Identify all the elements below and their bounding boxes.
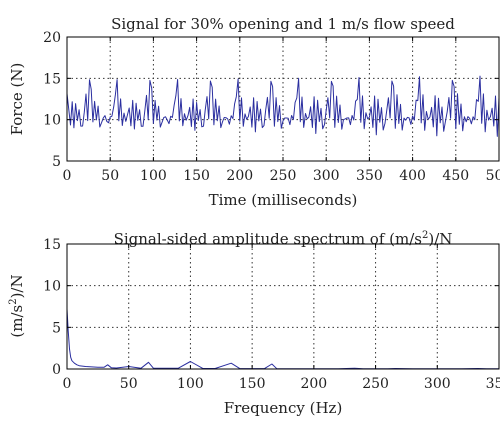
axis-ticks: 0 50 100 150 200 250 300 350 400 450 500 5 10 15 20 [43,30,500,184]
y-tick-label: 10 [43,279,61,295]
y-tick-label: 15 [43,237,61,253]
force-signal-line [66,75,500,137]
x-tick-label: 350 [486,376,500,392]
x-tick-label: 100 [140,168,167,184]
chart-title: Signal-sided amplitude spectrum of (m/s2… [114,230,453,248]
gridlines [67,37,499,161]
x-tick-label: 300 [424,376,451,392]
gridlines [67,244,499,369]
x-tick-label: 50 [101,168,119,184]
y-tick-label: 5 [52,154,61,170]
spectrum-line [66,308,499,370]
x-axis-label: Frequency (Hz) [224,399,343,417]
x-tick-label: 150 [239,376,266,392]
x-tick-label: 400 [399,168,426,184]
y-tick-label: 20 [43,30,61,46]
x-tick-label: 100 [177,376,204,392]
x-tick-label: 350 [356,168,383,184]
x-tick-label: 0 [63,376,72,392]
x-tick-label: 0 [63,168,72,184]
x-tick-label: 300 [313,168,340,184]
x-tick-label: 200 [300,376,327,392]
y-tick-label: 15 [43,71,61,87]
x-tick-label: 450 [442,168,469,184]
x-tick-label: 250 [270,168,297,184]
y-axis-label: (m/s2)/N [8,274,26,337]
time-signal-chart: Signal for 30% opening and 1 m/s flow sp… [8,15,500,209]
x-tick-label: 200 [226,168,253,184]
x-tick-label: 150 [183,168,210,184]
x-tick-label: 50 [120,376,138,392]
axis-ticks: 0 50 100 150 200 250 300 350 0 5 10 15 [43,237,500,392]
y-tick-label: 0 [52,362,61,378]
y-tick-label: 10 [43,113,61,129]
x-tick-label: 250 [362,376,389,392]
y-axis-label: Force (N) [8,63,26,136]
y-tick-label: 5 [52,320,61,336]
amplitude-spectrum-chart: Signal-sided amplitude spectrum of (m/s2… [8,230,500,417]
plot-area-frame [66,243,500,370]
chart-title: Signal for 30% opening and 1 m/s flow sp… [111,15,455,33]
x-tick-label: 500 [486,168,500,184]
x-axis-label: Time (milliseconds) [209,191,358,209]
